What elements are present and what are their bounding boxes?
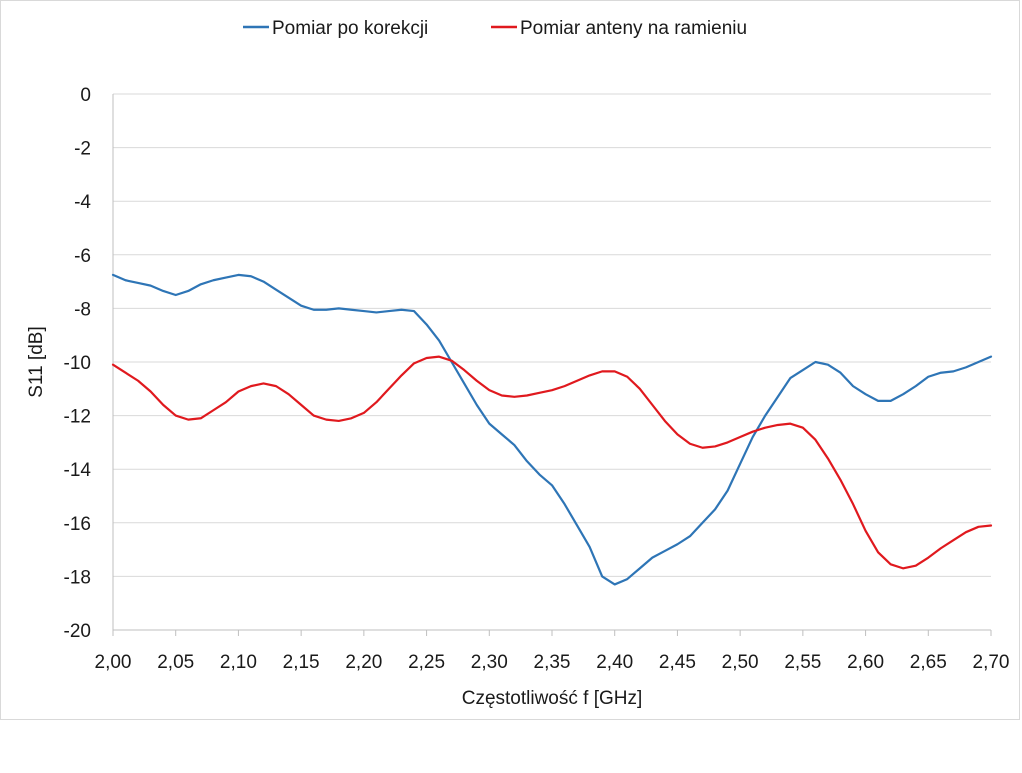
- series-layer: [111, 273, 993, 586]
- x-tick-label: 2,20: [345, 652, 382, 673]
- axes: [112, 94, 992, 636]
- y-axis-title: S11 [dB]: [26, 326, 47, 397]
- x-tick-label: 2,15: [283, 652, 320, 673]
- series-line-2: [111, 355, 993, 570]
- x-tick-label: 2,10: [220, 652, 257, 673]
- legend: Pomiar po korekcji Pomiar anteny na ramie…: [243, 18, 747, 39]
- y-tick-labels: 0 -2 -4 -6 -8 -10 -12 -14 -16 -18 -20: [64, 85, 92, 642]
- x-axis-title: Częstotliwość f [GHz]: [462, 688, 643, 709]
- x-tick-label: 2,65: [910, 652, 947, 673]
- x-tick-label: 2,50: [722, 652, 759, 673]
- gridlines: [113, 93, 991, 577]
- y-tick-label: -18: [64, 567, 91, 588]
- x-tick-label: 2,30: [471, 652, 508, 673]
- x-tick-label: 2,60: [847, 652, 884, 673]
- x-tick-labels: 2,00 2,05 2,10 2,15 2,20 2,25 2,30 2,35 2,40 2,45…: [95, 652, 1010, 673]
- y-tick-label: -10: [64, 353, 91, 374]
- y-tick-label: -4: [74, 192, 91, 213]
- y-tick-label: -2: [74, 139, 91, 160]
- x-tick-label: 2,05: [157, 652, 194, 673]
- x-tick-label: 2,45: [659, 652, 696, 673]
- y-tick-label: 0: [80, 85, 91, 106]
- x-tick-label: 2,55: [784, 652, 821, 673]
- x-tick-label: 2,35: [534, 652, 571, 673]
- y-tick-label: -6: [74, 246, 91, 267]
- y-tick-label: -16: [64, 514, 91, 535]
- y-tick-label: -14: [64, 460, 92, 481]
- x-tick-label: 2,25: [408, 652, 445, 673]
- legend-label-2: Pomiar anteny na ramieniu: [520, 18, 747, 39]
- x-tick-label: 2,00: [95, 652, 132, 673]
- legend-label-1: Pomiar po korekcji: [272, 18, 428, 39]
- y-tick-label: -8: [74, 299, 91, 320]
- y-tick-label: -20: [64, 621, 91, 642]
- y-tick-label: -12: [64, 407, 91, 428]
- x-tick-label: 2,40: [596, 652, 633, 673]
- series-line-1: [111, 273, 993, 586]
- chart-frame: [0, 0, 1020, 720]
- x-tick-label: 2,70: [973, 652, 1010, 673]
